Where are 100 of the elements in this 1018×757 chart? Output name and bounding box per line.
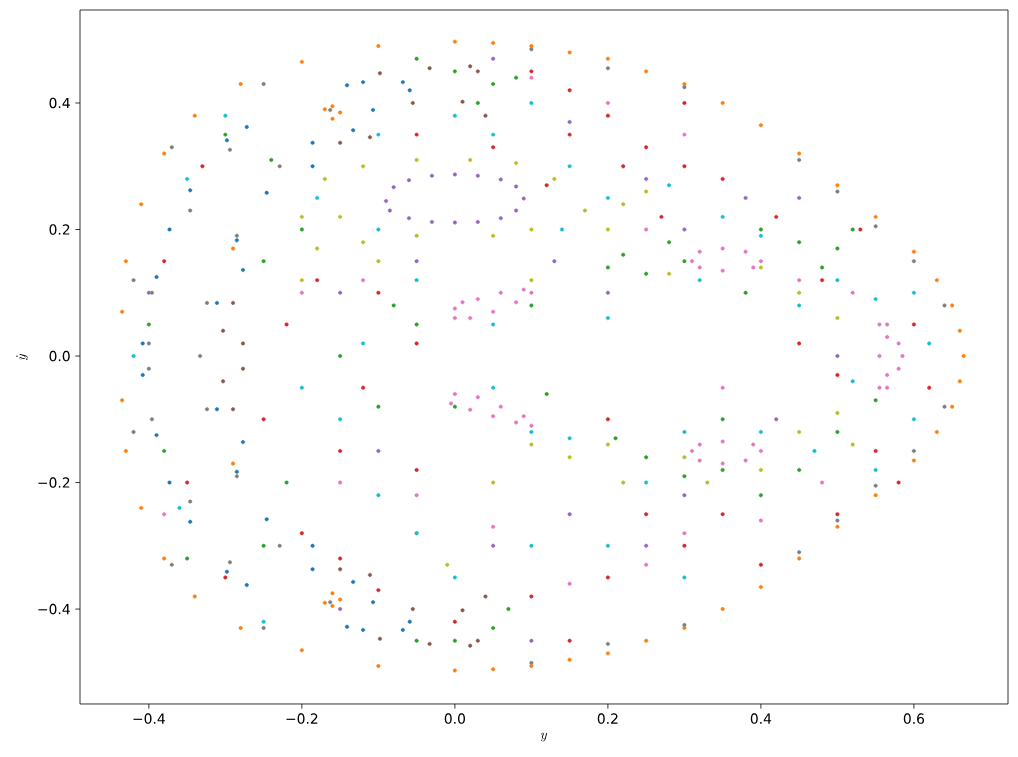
point (797, 290, 802, 295)
point (131, 278, 136, 283)
point (468, 157, 473, 162)
point (621, 202, 626, 207)
x-tick-label: −0.2 (286, 713, 318, 724)
point (720, 607, 725, 612)
point (299, 59, 304, 64)
point (911, 322, 916, 327)
point (605, 442, 610, 447)
point (188, 519, 193, 524)
point (162, 151, 167, 156)
point (330, 116, 335, 121)
point (261, 259, 266, 264)
point (468, 64, 473, 69)
point (177, 505, 182, 510)
point (407, 88, 412, 93)
point (371, 600, 376, 605)
point (605, 56, 610, 61)
point (483, 113, 488, 118)
point (621, 480, 626, 485)
point (644, 271, 649, 276)
point (146, 366, 151, 371)
point (460, 99, 465, 104)
point (720, 512, 725, 517)
point (406, 216, 411, 221)
point (950, 404, 955, 409)
point (514, 208, 519, 213)
point (227, 560, 232, 565)
point (338, 110, 343, 115)
point (697, 278, 702, 283)
point (491, 385, 496, 390)
point (140, 373, 145, 378)
point (644, 189, 649, 194)
point (123, 259, 128, 264)
point (950, 303, 955, 308)
point (284, 322, 289, 327)
point (200, 164, 205, 169)
point (376, 448, 381, 453)
point (605, 651, 610, 656)
x-tick-label: 0.2 (597, 713, 618, 724)
point (452, 39, 457, 44)
point (240, 366, 245, 371)
point (414, 278, 419, 283)
point (400, 80, 405, 85)
point (299, 648, 304, 653)
point (322, 107, 327, 112)
point (873, 483, 878, 488)
point (351, 579, 356, 584)
point (758, 233, 763, 238)
point (835, 354, 840, 359)
point (491, 543, 496, 548)
point (605, 113, 610, 118)
point (529, 429, 534, 434)
y-axis-title: $\dot{y}$ (16, 353, 28, 361)
point (544, 391, 549, 397)
point (338, 214, 343, 219)
y-tick-label: 0.0 (49, 350, 70, 362)
point (927, 341, 932, 346)
point (387, 208, 392, 213)
point (185, 556, 190, 561)
point (873, 398, 878, 403)
point (231, 461, 236, 466)
point (139, 202, 144, 207)
point (154, 433, 159, 438)
point (277, 543, 282, 548)
point (797, 467, 802, 472)
point (231, 407, 236, 412)
point (146, 341, 151, 346)
point (491, 480, 496, 485)
point (429, 219, 434, 224)
point (221, 379, 226, 384)
point (835, 429, 840, 434)
point (315, 195, 320, 200)
point (529, 664, 534, 669)
point (605, 417, 610, 422)
point (621, 252, 626, 257)
point (427, 66, 432, 71)
point (911, 290, 916, 295)
point (743, 290, 748, 295)
point (682, 455, 687, 460)
point (644, 455, 649, 460)
point (475, 638, 480, 643)
point (682, 493, 687, 498)
point (185, 480, 190, 485)
point (758, 584, 763, 589)
point (934, 429, 939, 434)
point (491, 132, 496, 137)
point (244, 583, 249, 588)
point (797, 429, 802, 434)
point (957, 379, 962, 384)
point (835, 246, 840, 251)
point (277, 164, 282, 169)
point (644, 638, 649, 643)
point (605, 316, 610, 321)
point (605, 265, 610, 270)
point (911, 417, 916, 422)
point (400, 627, 405, 632)
point (414, 638, 419, 643)
point (123, 448, 128, 453)
point (644, 176, 649, 181)
